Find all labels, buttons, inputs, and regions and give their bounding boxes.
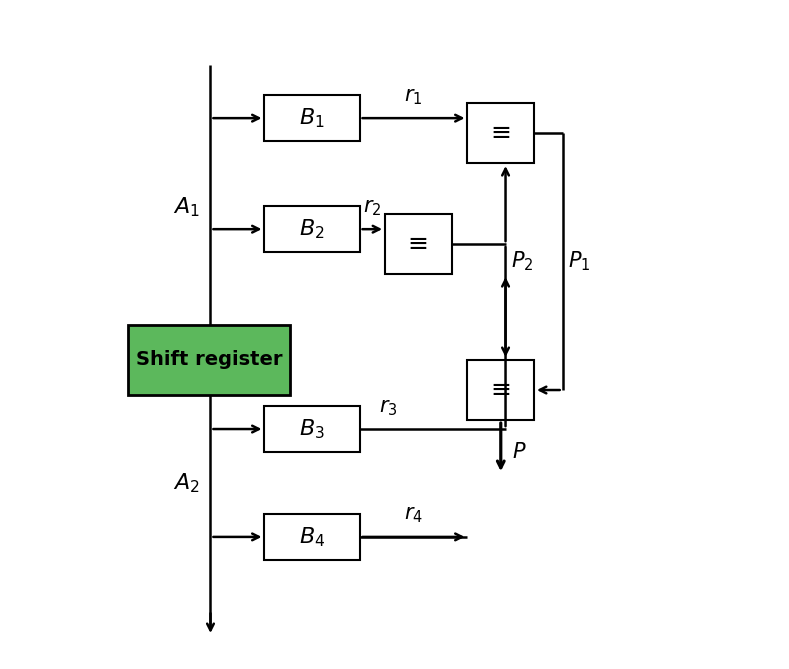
Text: $P$: $P$ — [512, 442, 527, 462]
Bar — [385, 214, 451, 274]
Bar — [264, 514, 360, 560]
Bar — [467, 360, 534, 420]
Bar — [264, 95, 360, 141]
Text: $B_1$: $B_1$ — [299, 106, 325, 130]
Text: ≡: ≡ — [490, 121, 511, 145]
Text: $B_2$: $B_2$ — [299, 217, 325, 241]
Text: $r_3$: $r_3$ — [379, 397, 397, 417]
Bar — [467, 103, 534, 163]
Text: Shift register: Shift register — [136, 351, 282, 369]
Text: $r_4$: $r_4$ — [404, 506, 423, 525]
Text: $B_3$: $B_3$ — [299, 417, 325, 441]
Text: $A_2$: $A_2$ — [173, 472, 200, 496]
Text: $P_1$: $P_1$ — [568, 250, 590, 274]
Text: $P_2$: $P_2$ — [510, 250, 533, 274]
Bar — [264, 206, 360, 252]
Text: $r_2$: $r_2$ — [363, 198, 382, 217]
Bar — [128, 325, 290, 395]
Text: $r_1$: $r_1$ — [404, 87, 423, 107]
Text: $A_1$: $A_1$ — [173, 196, 200, 219]
Bar — [264, 406, 360, 452]
Text: ≡: ≡ — [408, 232, 428, 256]
Text: ≡: ≡ — [490, 378, 511, 402]
Text: $B_4$: $B_4$ — [299, 525, 325, 549]
